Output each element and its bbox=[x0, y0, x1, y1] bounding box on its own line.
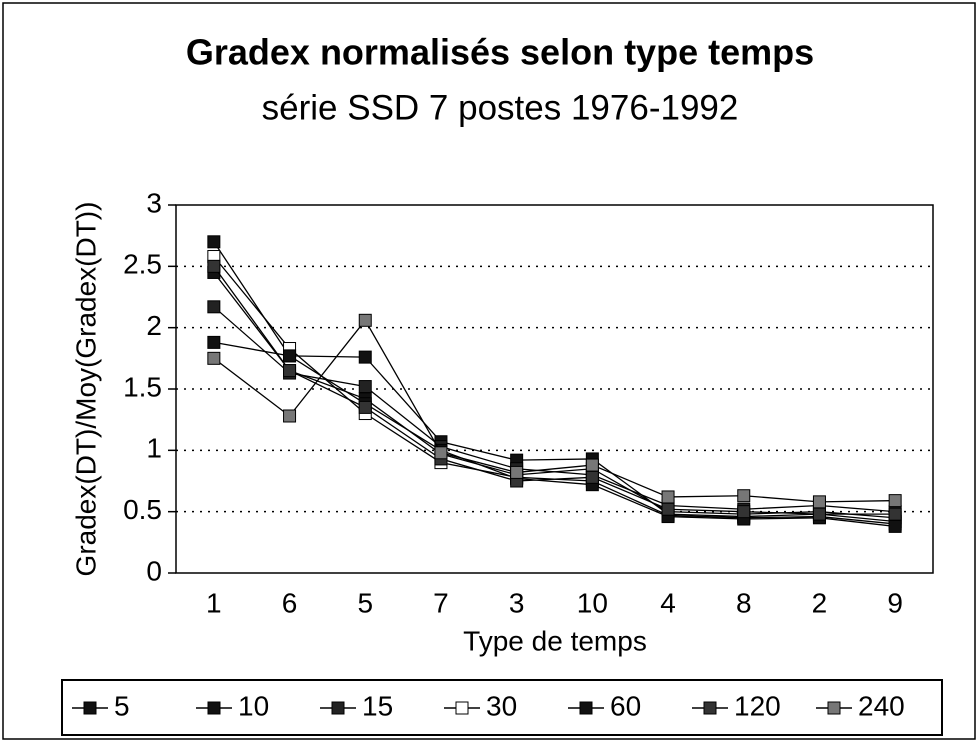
data-point bbox=[358, 380, 372, 394]
legend-marker bbox=[207, 701, 221, 715]
legend-marker bbox=[703, 701, 717, 715]
data-point bbox=[812, 495, 826, 509]
series-line bbox=[213, 341, 896, 528]
x-tick-label: 7 bbox=[433, 587, 449, 618]
x-tick-label: 2 bbox=[812, 587, 828, 618]
data-point bbox=[283, 409, 297, 423]
data-point bbox=[585, 470, 599, 484]
x-tick-label: 8 bbox=[736, 587, 752, 618]
legend-label: 60 bbox=[610, 690, 641, 721]
y-tick-label: 1.5 bbox=[123, 371, 162, 402]
data-point bbox=[812, 507, 826, 521]
y-tick-label: 0.5 bbox=[123, 494, 162, 525]
data-point bbox=[661, 490, 675, 504]
data-point bbox=[510, 465, 524, 479]
legend-label: 10 bbox=[238, 690, 269, 721]
legend-label: 120 bbox=[734, 690, 781, 721]
series-line bbox=[213, 241, 896, 523]
data-point bbox=[207, 351, 221, 365]
series-line bbox=[213, 265, 896, 515]
data-point bbox=[737, 505, 751, 519]
legend-label: 15 bbox=[362, 690, 393, 721]
series-line bbox=[213, 256, 896, 525]
chart-title: Gradex normalisés selon type temps bbox=[186, 32, 814, 73]
x-tick-label: 3 bbox=[509, 587, 525, 618]
legend-label: 5 bbox=[114, 690, 130, 721]
series-line bbox=[213, 306, 896, 513]
legend-marker bbox=[579, 701, 593, 715]
legend-label: 30 bbox=[486, 690, 517, 721]
data-point bbox=[207, 259, 221, 273]
data-point bbox=[358, 350, 372, 364]
x-tick-label: 9 bbox=[887, 587, 903, 618]
x-tick-label: 1 bbox=[206, 587, 222, 618]
series-line bbox=[213, 319, 896, 503]
legend-marker bbox=[455, 701, 469, 715]
data-point bbox=[358, 313, 372, 327]
legend-marker bbox=[331, 701, 345, 715]
data-point bbox=[283, 364, 297, 378]
x-tick-label: 5 bbox=[357, 587, 373, 618]
legend-marker bbox=[827, 701, 841, 715]
data-point bbox=[888, 494, 902, 508]
data-point bbox=[207, 335, 221, 349]
data-point bbox=[283, 349, 297, 363]
x-tick-label: 6 bbox=[282, 587, 298, 618]
data-point bbox=[888, 519, 902, 533]
y-axis-title: Gradex(DT)/Moy(Gradex(DT)) bbox=[70, 202, 101, 577]
x-tick-label: 4 bbox=[660, 587, 676, 618]
data-point bbox=[207, 300, 221, 314]
y-tick-label: 0 bbox=[146, 555, 162, 586]
y-tick-label: 2.5 bbox=[123, 249, 162, 280]
x-axis-title: Type de temps bbox=[463, 625, 647, 656]
data-point bbox=[737, 489, 751, 503]
y-tick-label: 2 bbox=[146, 310, 162, 341]
legend-label: 240 bbox=[858, 690, 905, 721]
data-point bbox=[207, 235, 221, 249]
y-tick-label: 3 bbox=[146, 187, 162, 218]
data-point bbox=[434, 446, 448, 460]
data-point bbox=[585, 458, 599, 472]
legend-marker bbox=[83, 701, 97, 715]
y-tick-label: 1 bbox=[146, 433, 162, 464]
data-point bbox=[661, 502, 675, 516]
data-point bbox=[358, 400, 372, 414]
chart-subtitle: série SSD 7 postes 1976-1992 bbox=[262, 88, 739, 127]
x-tick-label: 10 bbox=[577, 587, 608, 618]
data-point bbox=[888, 507, 902, 521]
